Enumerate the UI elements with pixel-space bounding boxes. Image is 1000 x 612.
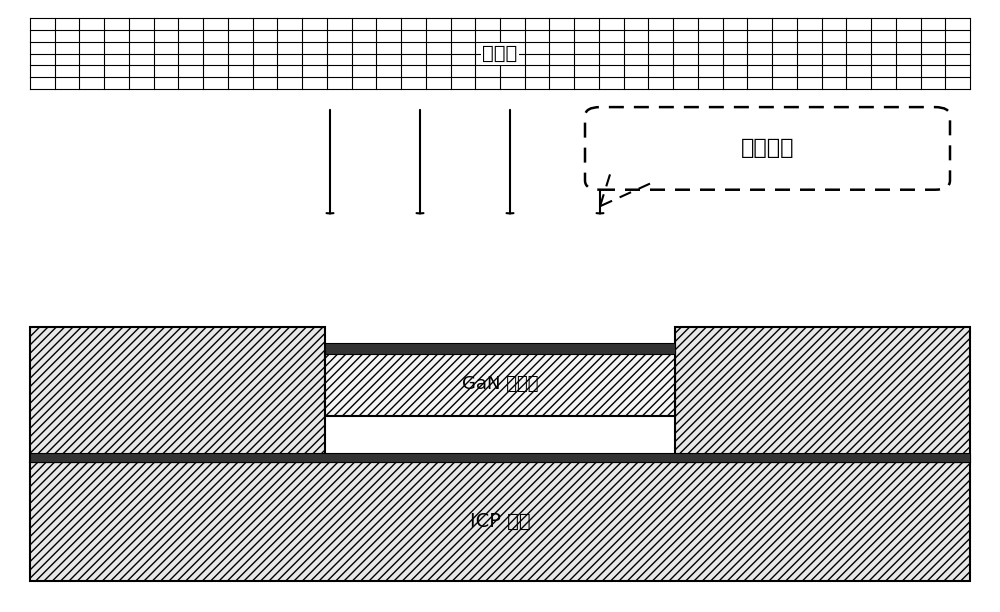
Text: 等离子体: 等离子体 [741,138,794,159]
Bar [325,343,675,354]
Bar [30,453,970,462]
Bar [675,327,970,462]
Text: 上极板: 上极板 [482,44,518,64]
Text: ICP 托盘: ICP 托盘 [470,512,530,531]
Bar [325,352,675,416]
Bar [30,327,325,462]
Bar [30,18,970,89]
FancyBboxPatch shape [585,107,950,190]
Text: GaN 外延片: GaN 外延片 [462,375,538,394]
Bar [30,462,970,581]
